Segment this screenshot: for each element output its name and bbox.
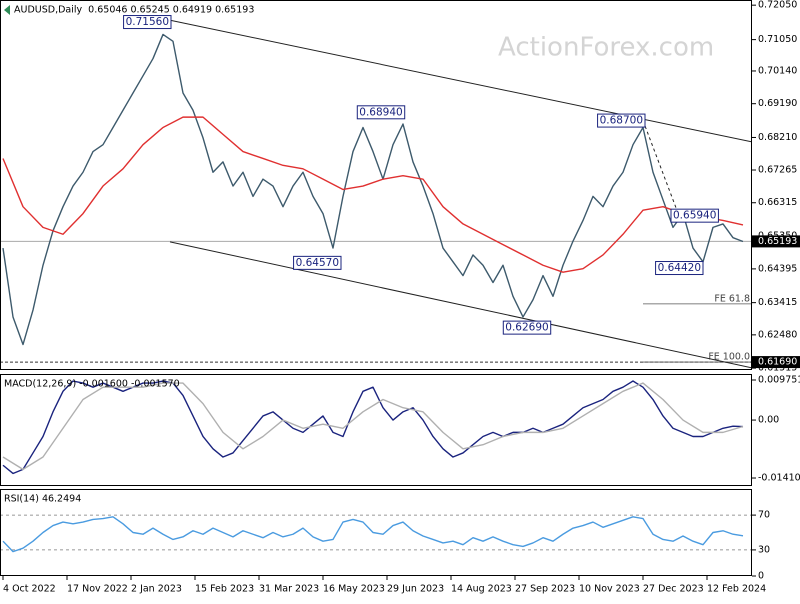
x-tick-label: 10 Nov 2023 — [579, 584, 640, 595]
panel-frame — [0, 489, 752, 576]
y-tick-label: 0.70140 — [758, 65, 797, 76]
y-tick-label: 0.67265 — [758, 165, 797, 176]
annotation-label: 0.62690 — [505, 322, 548, 334]
y-tick-label: 0.66315 — [758, 197, 797, 208]
y-tick-label: 0.61515 — [758, 363, 797, 374]
annotation-label: 0.68940 — [359, 106, 402, 118]
series-line — [2, 380, 744, 475]
y-tick-label: 0.69190 — [758, 98, 797, 109]
series-line — [2, 33, 744, 346]
y-tick-label: 70 — [758, 510, 770, 521]
annotation-label: 0.71560 — [126, 16, 169, 28]
annotation-box — [670, 208, 719, 223]
panel-frame — [0, 0, 752, 370]
fe-label: FE 61.8 — [714, 293, 750, 304]
series-line — [2, 516, 744, 553]
x-tick-label: 17 Nov 2022 — [67, 584, 128, 595]
y-tick-label: 0.63415 — [758, 297, 797, 308]
x-tick-label: 4 Oct 2022 — [3, 584, 56, 595]
x-tick-label: 12 Feb 2024 — [707, 584, 766, 595]
annotation-box — [502, 320, 552, 335]
plot-area — [2, 380, 744, 475]
series-line — [2, 116, 744, 273]
price-level-label: 0.65193 — [758, 236, 797, 247]
annotation-box — [293, 255, 342, 270]
series-line — [2, 382, 744, 471]
annotation-label: 0.65940 — [673, 210, 716, 222]
fe-label: FE 100.0 — [708, 352, 750, 363]
plot-area — [0, 514, 752, 553]
y-tick-label: 0.62480 — [758, 329, 797, 340]
x-tick-label: 31 Mar 2023 — [259, 584, 319, 595]
panel-title: RSI(14) 46.2494 — [4, 494, 81, 505]
y-tick-label: 0.72050 — [758, 0, 797, 11]
x-tick-label: 14 Aug 2023 — [451, 584, 512, 595]
trend-line — [168, 19, 752, 143]
annotation-box — [356, 105, 406, 120]
watermark: ActionForex.com — [498, 33, 714, 63]
annotation-box — [597, 113, 646, 128]
y-tick-label: 0.64395 — [758, 263, 797, 274]
x-tick-label: 27 Dec 2023 — [643, 584, 704, 595]
y-tick-label: 0 — [758, 571, 764, 582]
y-tick-label: 0.71050 — [758, 34, 797, 45]
panel-title: MACD(12,26,9) -0.001600 -0.001570 — [4, 379, 180, 390]
price-level-box — [752, 235, 800, 248]
x-tick-label: 16 May 2023 — [323, 584, 385, 595]
price-level-box — [752, 356, 800, 369]
x-tick-label: 15 Feb 2023 — [195, 584, 254, 595]
trend-line — [169, 241, 752, 369]
panel-frame — [0, 374, 752, 486]
trend-line — [642, 120, 680, 216]
annotation-box — [123, 15, 172, 30]
y-tick-label: -0.014107 — [758, 473, 800, 484]
y-tick-label: 0.68210 — [758, 132, 797, 143]
y-tick-label: 30 — [758, 544, 770, 555]
x-tick-label: 27 Sep 2023 — [515, 584, 575, 595]
title-icon — [4, 5, 10, 15]
x-tick-label: 29 Jun 2023 — [387, 584, 444, 595]
annotation-label: 0.64570 — [296, 257, 339, 269]
annotation-label: 0.68700 — [600, 115, 643, 127]
plot-area: ActionForex.com FE 61.8 FE 100.0 0.71560 0.6… — [0, 15, 752, 369]
x-tick-label: 2 Jan 2023 — [131, 584, 182, 595]
annotation-box — [655, 261, 704, 276]
y-tick-label: 0.009751 — [758, 374, 800, 385]
price-level-label: 0.61690 — [758, 357, 797, 368]
annotation-label: 0.64420 — [658, 262, 701, 274]
panel-title: AUDUSD,Daily 0.65046 0.65245 0.64919 0.6… — [14, 5, 254, 16]
y-tick-label: 0.00 — [758, 415, 779, 426]
